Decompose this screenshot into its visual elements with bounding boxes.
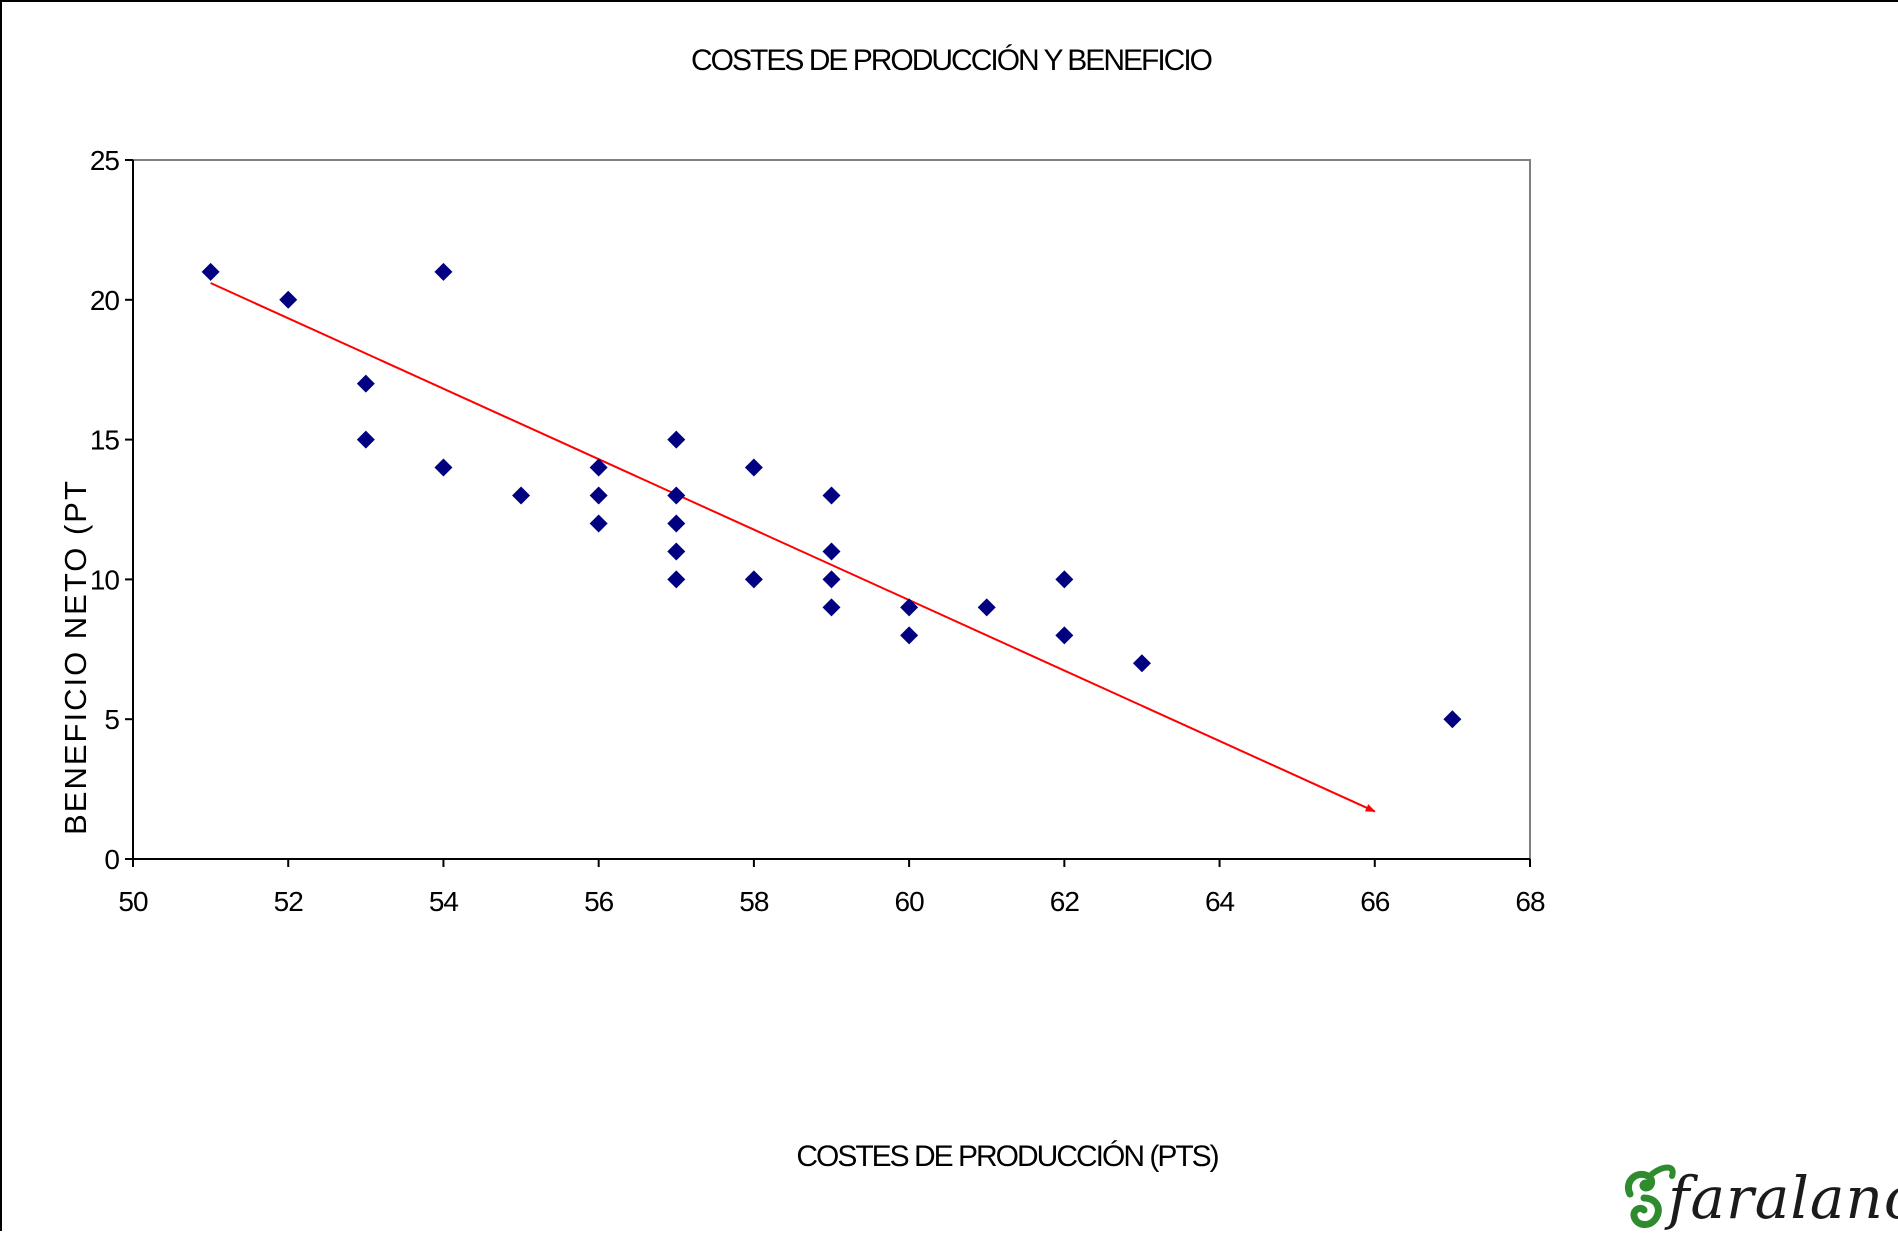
data-point [744, 458, 763, 477]
data-point [822, 542, 841, 561]
data-point [201, 262, 220, 281]
x-tick-label: 60 [895, 886, 925, 917]
data-point [667, 542, 686, 561]
data-point [977, 598, 996, 617]
x-tick-label: 52 [274, 886, 304, 917]
y-tick-label: 20 [90, 285, 120, 316]
data-point [356, 430, 375, 449]
trend-line-segment [210, 282, 1376, 813]
data-point [667, 486, 686, 505]
faralanc-logo: faralanc [1622, 1164, 1898, 1233]
data-point [589, 514, 608, 533]
data-point [512, 486, 531, 505]
x-tick-label: 62 [1050, 886, 1080, 917]
trend-line [210, 282, 1376, 813]
data-point [900, 626, 919, 645]
chart-title: COSTES DE PRODUCCIÓN Y BENEFICIO [691, 44, 1213, 77]
data-point [822, 598, 841, 617]
y-tick-label: 0 [104, 844, 119, 875]
x-tick-label: 66 [1360, 886, 1390, 917]
plot-border [132, 159, 1531, 860]
data-point [434, 458, 453, 477]
y-tick-label: 25 [90, 145, 120, 176]
plot-frame [132, 159, 1531, 860]
data-point [356, 374, 375, 393]
data-point [667, 570, 686, 589]
data-point [1055, 570, 1074, 589]
y-tick-label: 5 [104, 704, 119, 735]
x-tick-label: 50 [118, 886, 148, 917]
x-axis-label: COSTES DE PRODUCCIÓN (PTS) [796, 1140, 1219, 1173]
data-point [589, 486, 608, 505]
swirl-logo-icon [1625, 1164, 1676, 1228]
x-tick-label: 58 [739, 886, 769, 917]
data-point [667, 514, 686, 533]
data-point [589, 458, 608, 477]
data-point [1055, 626, 1074, 645]
data-point [822, 486, 841, 505]
data-point [1132, 654, 1151, 673]
x-tick-label: 68 [1515, 886, 1545, 917]
data-point [667, 430, 686, 449]
y-axis-label: BENEFICIO NETO (PT [58, 479, 93, 835]
data-point [1443, 710, 1462, 729]
x-tick-label: 54 [429, 886, 459, 917]
x-axis-ticks: 50 52 54 56 58 60 62 64 66 68 [118, 859, 1546, 917]
y-tick-label: 15 [90, 425, 120, 456]
x-tick-label: 64 [1205, 886, 1235, 917]
data-points [201, 262, 1462, 729]
data-point [279, 290, 298, 309]
data-point [822, 570, 841, 589]
logo-text: faralanc [1668, 1164, 1898, 1232]
data-point [900, 598, 919, 617]
y-axis-ticks: 0 5 10 15 20 25 [90, 145, 133, 875]
data-point [434, 262, 453, 281]
y-tick-label: 10 [90, 564, 120, 595]
x-tick-label: 56 [584, 886, 614, 917]
data-point [744, 570, 763, 589]
